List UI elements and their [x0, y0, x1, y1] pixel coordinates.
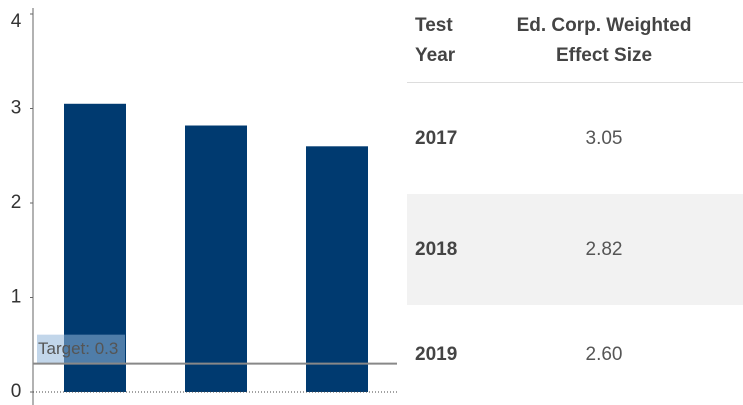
- value-cell: 2.60: [585, 344, 623, 365]
- y-tick-label: 4: [11, 11, 22, 32]
- header-cell: Ed. Corp. Weighted Effect Size: [516, 15, 692, 66]
- target-label: Target: 0.3: [38, 339, 118, 358]
- bar: [185, 125, 247, 392]
- y-tick-label: 2: [11, 192, 22, 213]
- table-row: 2017 3.05: [407, 83, 743, 194]
- table-row: 2018 2.82: [407, 194, 743, 305]
- table-header: Test Year Ed. Corp. Weighted Effect Size: [407, 0, 743, 83]
- target-label-box: [37, 334, 125, 364]
- year-cell: 2019: [415, 344, 458, 365]
- y-tick-label: 1: [11, 287, 22, 308]
- value-cell: 3.05: [585, 127, 623, 149]
- year-cell: 2017: [415, 127, 458, 149]
- header-cell: Test Year: [415, 15, 456, 66]
- bar: [306, 146, 368, 392]
- y-tick-label: 3: [11, 98, 22, 119]
- y-tick-label: 0: [11, 381, 22, 402]
- year-cell: 2018: [415, 238, 458, 260]
- table: Test Year Ed. Corp. Weighted Effect Size…: [407, 0, 743, 405]
- chart: 0 1 2 3 4 Target: 0.3: [11, 8, 397, 405]
- table-row: 2019 2.60: [407, 305, 743, 405]
- value-cell: 2.82: [585, 238, 623, 260]
